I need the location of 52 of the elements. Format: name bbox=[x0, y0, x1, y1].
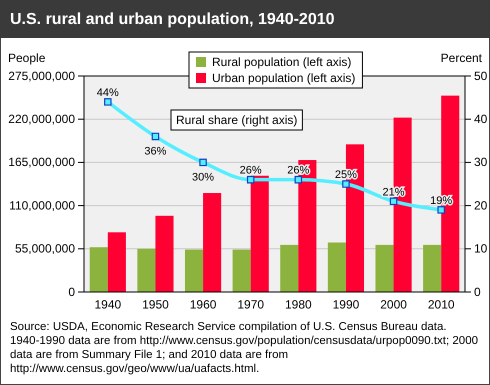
x-tick-label: 2000 bbox=[380, 298, 408, 312]
y-axis-title: People bbox=[8, 51, 46, 65]
y-tick-label: 165,000,000 bbox=[8, 155, 76, 170]
chart-title: U.S. rural and urban population, 1940-2010 bbox=[10, 11, 335, 28]
series-label: Rural share (right axis) bbox=[176, 113, 298, 127]
legend-label: Urban population (left axis) bbox=[212, 71, 356, 85]
x-tick-label: 1960 bbox=[190, 298, 217, 312]
x-tick-label: 1970 bbox=[237, 298, 264, 312]
point bbox=[342, 180, 350, 188]
bar bbox=[375, 244, 394, 292]
x-tick-label: 1950 bbox=[142, 298, 170, 312]
source-note: Source: USDA, Economic Research Service compilation of U.S. Census Bureau data. 1940-1990 data are from http://www.census.gov/population/censusdata/urpop0090.txt; 2000 data are from Summary File 1; and 2010 data are from http://www.census.gov/geo/www/ua/uafacts.html. bbox=[10, 321, 478, 375]
bar bbox=[203, 193, 222, 292]
point bbox=[390, 198, 398, 206]
point bbox=[199, 158, 207, 166]
y2-tick-label: 50 bbox=[474, 68, 488, 83]
y-tick-label: 110,000,000 bbox=[9, 198, 76, 212]
y2-tick-label: 40 bbox=[474, 112, 488, 126]
x-tick-label: 1940 bbox=[94, 298, 122, 312]
data-label: 25% bbox=[334, 169, 358, 181]
x-tick-label: 1990 bbox=[332, 298, 360, 312]
y2-tick-label: 10 bbox=[474, 242, 488, 256]
bar bbox=[280, 244, 298, 292]
y-tick-label: 275,000,000 bbox=[8, 68, 76, 83]
point bbox=[152, 132, 160, 140]
y2-tick-label: 0 bbox=[474, 284, 481, 299]
bar bbox=[423, 244, 442, 292]
x-tick-label: 1980 bbox=[284, 298, 312, 312]
bar bbox=[108, 232, 126, 292]
bar bbox=[250, 176, 269, 292]
y-tick-label: 55,000,000 bbox=[14, 242, 76, 256]
y2-tick-label: 30 bbox=[474, 155, 488, 170]
bar bbox=[184, 250, 204, 292]
bar bbox=[90, 247, 108, 292]
y-tick-label: 0 bbox=[68, 284, 76, 299]
point bbox=[104, 98, 112, 106]
y2-axis-title: Percent bbox=[440, 51, 483, 65]
point bbox=[437, 206, 445, 214]
data-label: 44% bbox=[96, 86, 120, 99]
point bbox=[246, 176, 254, 184]
data-label: 30% bbox=[192, 171, 214, 184]
data-label: 26% bbox=[240, 164, 262, 177]
bar bbox=[232, 250, 251, 292]
data-label: 36% bbox=[144, 145, 167, 158]
y2-tick-label: 20 bbox=[474, 198, 488, 212]
x-tick-label: 2010 bbox=[428, 298, 455, 312]
bar bbox=[155, 216, 174, 292]
legend-label: Rural population (left axis) bbox=[212, 55, 352, 69]
point bbox=[294, 176, 302, 184]
bar bbox=[137, 248, 156, 292]
bar bbox=[328, 242, 346, 292]
y-tick-label: 220,000,000 bbox=[8, 112, 76, 126]
